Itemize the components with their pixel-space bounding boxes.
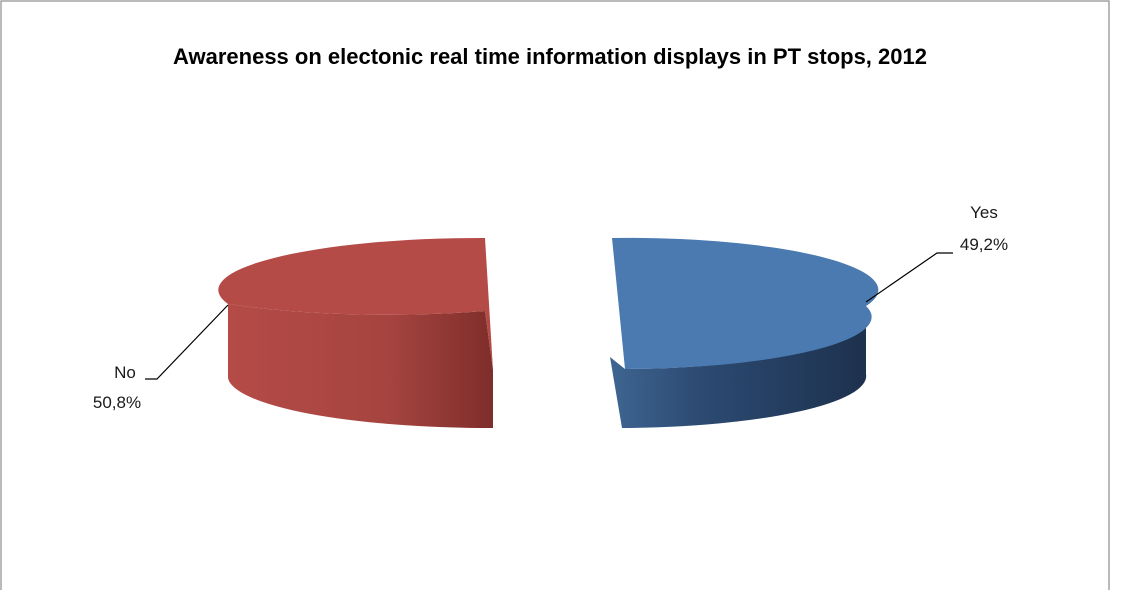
pie-slice-no-side	[228, 304, 493, 429]
leader-line-no	[145, 304, 229, 380]
pie-slice-yes	[610, 237, 879, 428]
leader-line-yes	[865, 252, 953, 303]
pie-slice-yes-top	[612, 237, 879, 369]
label-no-name: No	[114, 363, 136, 382]
pie-slice-yes-side	[610, 310, 869, 428]
chart-title: Awareness on electonic real time informa…	[173, 44, 927, 69]
pie-slice-no-top	[218, 237, 493, 370]
label-no-value: 50,8%	[93, 393, 141, 412]
pie-slice-no	[218, 237, 493, 429]
label-yes-name: Yes	[970, 203, 998, 222]
label-yes-value: 49,2%	[960, 235, 1008, 254]
